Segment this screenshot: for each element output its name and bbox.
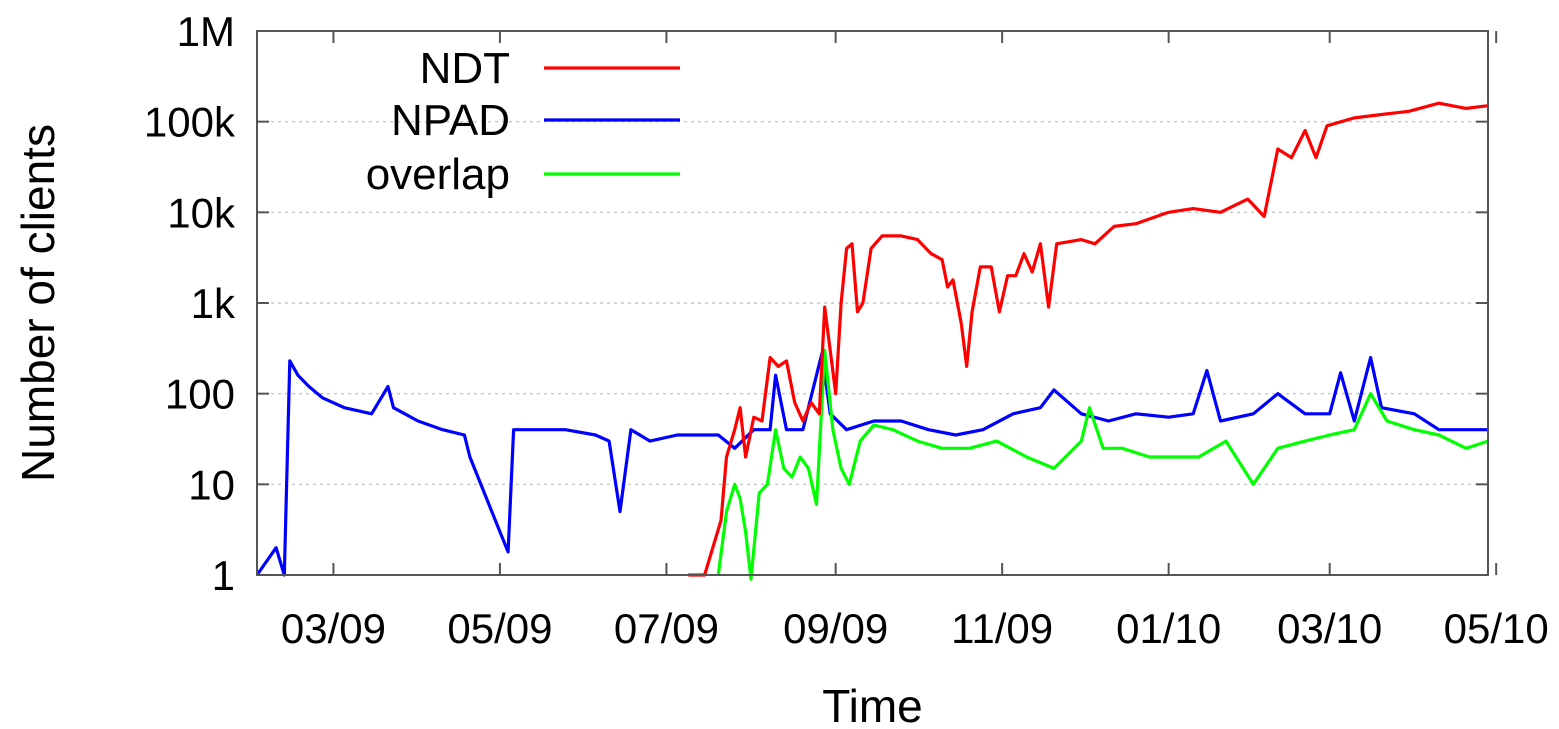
y-tick-label: 1k: [191, 280, 236, 327]
y-axis-label: Number of clients: [12, 124, 64, 482]
legend-label-ndt: NDT: [420, 44, 510, 93]
tick-labels: 1 10 100 1k 10k 100k 1M 03/09 05/09 07/09 09/09 11/…: [144, 8, 1549, 652]
grid: [257, 121, 1488, 485]
x-tick-label: 03/09: [281, 605, 386, 652]
x-tick-label: 05/09: [447, 605, 552, 652]
ticks: [257, 30, 1498, 576]
y-tick-label: 10: [188, 461, 235, 508]
x-axis-label: Time: [822, 680, 923, 729]
series-layer: [257, 101, 1488, 581]
series-line-ndt: [688, 101, 1488, 577]
y-tick-label: 100: [165, 371, 235, 418]
y-tick-label: 10k: [167, 189, 236, 236]
legend-label-overlap: overlap: [366, 150, 510, 199]
x-tick-label: 11/09: [951, 605, 1053, 652]
x-tick-label: 03/10: [1277, 605, 1382, 652]
x-tick-label: 07/09: [614, 605, 719, 652]
y-tick-label: 1M: [177, 8, 235, 55]
x-tick-label: 01/10: [1116, 605, 1221, 652]
y-tick-label: 1: [212, 552, 235, 599]
x-tick-label: 09/09: [783, 605, 888, 652]
y-tick-label: 100k: [144, 99, 236, 146]
legend-label-npad: NPAD: [391, 96, 510, 145]
series-line-npad: [257, 351, 1488, 577]
series-line-overlap: [716, 348, 1488, 581]
x-tick-label: 05/10: [1444, 605, 1549, 652]
